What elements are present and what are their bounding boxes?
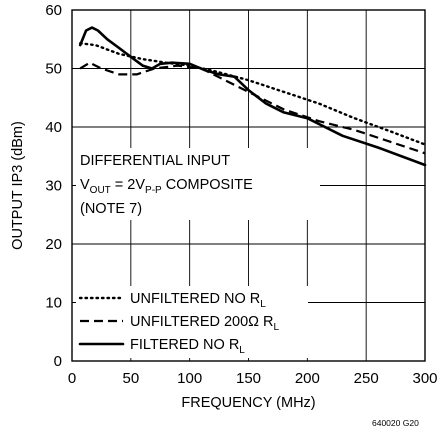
annotation-background — [76, 148, 320, 220]
series-line-dotted — [79, 42, 427, 146]
y-tick-label: 0 — [54, 353, 62, 370]
x-tick-label: 150 — [236, 370, 261, 387]
legend-label: UNFILTERED 200Ω RL — [130, 314, 280, 333]
y-axis-label: OUTPUT IP3 (dBm) — [10, 121, 26, 250]
y-tick-label: 20 — [45, 236, 62, 253]
legend: UNFILTERED NO RL UNFILTERED 200Ω RL FILTER… — [78, 291, 280, 356]
x-tick-label: 0 — [68, 370, 76, 387]
y-tick-label: 10 — [45, 295, 62, 312]
series-line-dashed — [79, 61, 426, 155]
x-tick-label: 100 — [177, 370, 202, 387]
series-line-solid — [78, 26, 427, 167]
annotation-line-1: DIFFERENTIAL INPUT — [80, 153, 230, 169]
y-tick-label: 30 — [45, 178, 62, 195]
y-tick-label: 40 — [45, 119, 62, 136]
x-tick-label: 50 — [122, 370, 139, 387]
x-tick-label: 300 — [412, 370, 437, 387]
figure-id: 640020 G20 — [372, 418, 419, 428]
annotation-line-2: VOUT = 2VP-P COMPOSITE — [80, 177, 253, 196]
x-axis-label: FREQUENCY (MHz) — [181, 395, 315, 411]
legend-label: FILTERED NO RL — [130, 337, 245, 356]
x-tick-label: 250 — [354, 370, 379, 387]
legend-label: UNFILTERED NO RL — [130, 291, 266, 310]
y-tick-label: 60 — [45, 2, 62, 19]
x-tick-label: 200 — [295, 370, 320, 387]
annotation: DIFFERENTIAL INPUT VOUT = 2VP-P COMPOSIT… — [80, 153, 253, 217]
plot-frame — [71, 9, 426, 362]
annotation-line-3: (NOTE 7) — [80, 201, 142, 217]
tick-labels: 0 50 100 150 200 250 300 0 10 20 30 40 50 60 — [45, 2, 437, 387]
y-tick-label: 50 — [45, 61, 62, 78]
series-lines — [78, 26, 427, 167]
